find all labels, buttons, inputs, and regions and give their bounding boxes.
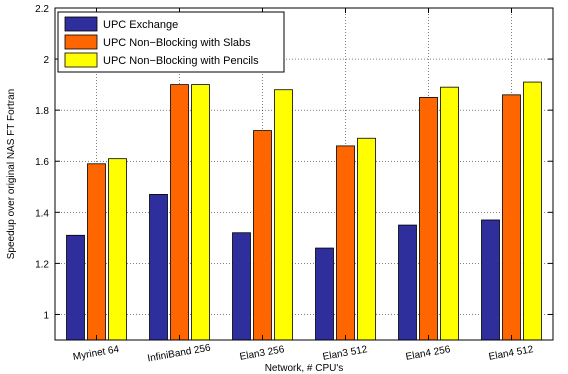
- bar: [398, 224, 417, 341]
- bar: [502, 94, 521, 341]
- x-tick-label: Elan4 256: [405, 344, 452, 363]
- legend-label: UPC Non−Blocking with Slabs: [103, 37, 251, 49]
- legend-label: UPC Exchange: [103, 19, 178, 31]
- x-tick-label: Elan4 512: [488, 344, 535, 363]
- bar: [149, 194, 168, 341]
- y-tick-label: 1: [43, 310, 49, 321]
- plot-frame: [54, 7, 554, 341]
- y-tick-label: 1.6: [35, 157, 49, 168]
- x-tick-label: InfiniBand 256: [147, 342, 212, 364]
- legend-swatch: [64, 52, 98, 68]
- bar: [87, 163, 106, 341]
- bar: [419, 96, 438, 341]
- bar: [315, 247, 334, 341]
- y-axis-label: Speedup over original NAS FT Fortran: [6, 89, 17, 259]
- bar: [481, 219, 500, 341]
- legend-swatch: [64, 16, 98, 32]
- y-tick-label: 1.2: [35, 259, 49, 270]
- y-tick-label: 1.4: [35, 208, 49, 219]
- x-axis-label: Network, # CPU's: [265, 363, 344, 374]
- bar: [170, 84, 189, 341]
- bar: [274, 89, 293, 341]
- bar: [191, 84, 210, 341]
- bar: [440, 86, 459, 341]
- bar: [232, 232, 251, 341]
- bar: [336, 145, 355, 341]
- bar: [108, 158, 127, 341]
- bar: [357, 137, 376, 341]
- x-tick-label: Elan3 256: [239, 344, 286, 363]
- bar: [523, 81, 542, 341]
- y-tick-label: 2: [43, 55, 49, 66]
- legend-swatch: [64, 34, 98, 50]
- bar: [253, 130, 272, 341]
- y-tick-label: 1.8: [35, 106, 49, 117]
- bar: [66, 234, 85, 341]
- y-tick-label: 2.2: [35, 4, 49, 15]
- x-tick-label: Myrinet 64: [72, 344, 120, 363]
- legend-label: UPC Non−Blocking with Pencils: [103, 55, 259, 67]
- bars: [66, 81, 542, 341]
- x-tick-label: Elan3 512: [322, 344, 369, 363]
- legend: UPC Exchange UPC Non−Blocking with Slabs U…: [57, 11, 285, 73]
